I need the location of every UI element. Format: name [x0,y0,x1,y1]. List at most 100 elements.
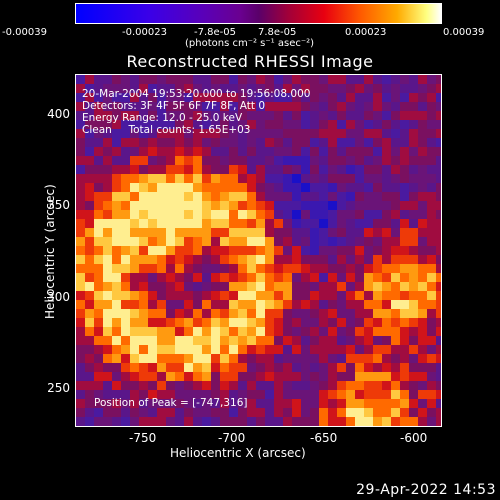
image-pixel [364,93,374,103]
image-pixel [229,300,239,310]
image-pixel [301,417,311,426]
image-pixel [427,309,437,319]
image-pixel [130,102,140,112]
image-pixel [193,345,203,355]
image-pixel [436,192,441,202]
image-pixel [193,129,203,139]
image-pixel [355,165,365,175]
image-pixel [157,165,167,175]
image-pixel [409,156,419,166]
image-pixel [373,300,383,310]
image-pixel [319,84,329,94]
image-pixel [355,174,365,184]
image-pixel [220,282,230,292]
image-pixel [283,102,293,112]
image-pixel [148,408,158,418]
image-pixel [94,102,104,112]
image-pixel [184,84,194,94]
image-pixel [382,201,392,211]
image-pixel [85,264,95,274]
image-pixel [364,102,374,112]
image-pixel [364,318,374,328]
image-pixel [427,138,437,148]
image-pixel [310,237,320,247]
image-pixel [319,345,329,355]
y-tick-0: 400 [47,107,70,121]
image-pixel [202,345,212,355]
image-pixel [121,264,131,274]
image-pixel [319,390,329,400]
image-pixel [418,201,428,211]
image-pixel [319,255,329,265]
image-pixel [319,138,329,148]
image-pixel [382,174,392,184]
image-pixel [310,345,320,355]
image-pixel [85,381,95,391]
image-pixel [94,399,104,409]
image-pixel [184,399,194,409]
image-pixel [130,309,140,319]
image-pixel [211,174,221,184]
image-pixel [292,201,302,211]
image-pixel [265,237,275,247]
image-pixel [301,318,311,328]
image-pixel [301,228,311,238]
image-pixel [229,84,239,94]
image-pixel [238,354,248,364]
image-pixel [139,354,149,364]
image-pixel [382,273,392,283]
image-pixel [229,381,239,391]
image-pixel [175,273,185,283]
image-pixel [346,174,356,184]
image-pixel [211,336,221,346]
image-pixel [436,165,441,175]
image-pixel [202,201,212,211]
image-pixel [382,129,392,139]
image-pixel [175,75,185,85]
image-pixel [328,372,338,382]
image-pixel [301,273,311,283]
image-pixel [112,174,122,184]
image-pixel [310,399,320,409]
image-pixel [121,372,131,382]
image-pixel [427,192,437,202]
image-pixel [355,201,365,211]
image-pixel [121,93,131,103]
image-pixel [418,210,428,220]
image-pixel [139,120,149,130]
image-pixel [112,345,122,355]
image-pixel [193,138,203,148]
image-pixel [229,363,239,373]
image-pixel [427,363,437,373]
image-pixel [283,156,293,166]
image-pixel [301,93,311,103]
image-pixel [418,327,428,337]
image-pixel [292,219,302,229]
image-pixel [355,246,365,256]
image-pixel [103,111,113,121]
image-pixel [355,255,365,265]
image-pixel [220,84,230,94]
image-pixel [211,318,221,328]
image-pixel [328,345,338,355]
image-pixel [130,246,140,256]
image-pixel [328,264,338,274]
image-pixel [247,354,257,364]
image-pixel [418,309,428,319]
image-pixel [256,246,266,256]
image-pixel [130,93,140,103]
image-pixel [265,120,275,130]
image-pixel [274,84,284,94]
image-pixel [400,336,410,346]
image-pixel [175,228,185,238]
image-pixel [346,75,356,85]
image-pixel [238,309,248,319]
image-pixel [346,336,356,346]
image-pixel [121,219,131,229]
image-pixel [319,282,329,292]
image-pixel [166,417,176,426]
image-pixel [283,138,293,148]
image-pixel [346,93,356,103]
image-pixel [319,408,329,418]
image-pixel [247,93,257,103]
